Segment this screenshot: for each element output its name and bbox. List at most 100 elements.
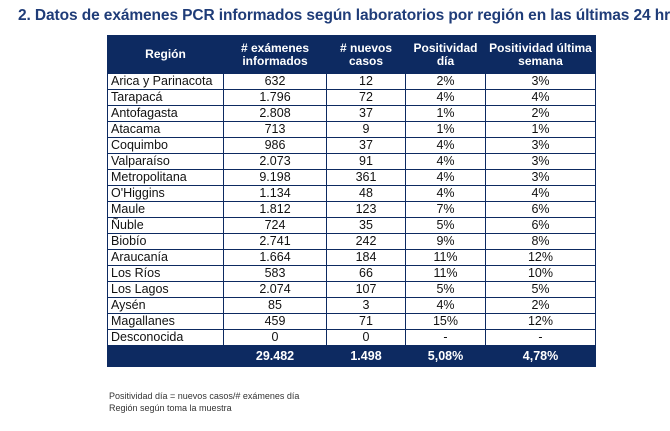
- region-cell: O'Higgins: [107, 185, 224, 202]
- column-header: Positividad día: [405, 35, 486, 74]
- value-cell: 5%: [405, 281, 486, 298]
- value-cell: 632: [223, 73, 327, 90]
- table-row: Atacama 713 9 1% 1%: [107, 121, 596, 138]
- note-region: Región según toma la muestra: [109, 403, 232, 413]
- table-row: Metropolitana 9.198 361 4% 3%: [107, 169, 596, 186]
- value-cell: 37: [326, 137, 406, 154]
- value-cell: 1.812: [223, 201, 327, 218]
- value-cell: 107: [326, 281, 406, 298]
- table-row: Aysén 85 3 4% 2%: [107, 297, 596, 314]
- value-cell: 986: [223, 137, 327, 154]
- value-cell: 4%: [405, 137, 486, 154]
- value-cell: 4%: [405, 297, 486, 314]
- value-cell: 123: [326, 201, 406, 218]
- section-title: 2. Datos de exámenes PCR informados segú…: [18, 7, 670, 24]
- value-cell: 184: [326, 249, 406, 266]
- total-cell: 29.482: [223, 345, 327, 367]
- value-cell: 3%: [485, 153, 596, 170]
- value-cell: 4%: [405, 153, 486, 170]
- value-cell: 9%: [405, 233, 486, 250]
- total-cell: 1.498: [326, 345, 406, 367]
- table-row: Magallanes 459 71 15% 12%: [107, 313, 596, 330]
- value-cell: 713: [223, 121, 327, 138]
- value-cell: 583: [223, 265, 327, 282]
- value-cell: 1.796: [223, 89, 327, 106]
- table-row: Araucanía 1.664 184 11% 12%: [107, 249, 596, 266]
- region-cell: Valparaíso: [107, 153, 224, 170]
- region-cell: Los Ríos: [107, 265, 224, 282]
- value-cell: 361: [326, 169, 406, 186]
- value-cell: 10%: [485, 265, 596, 282]
- value-cell: 1.134: [223, 185, 327, 202]
- column-header: Región: [107, 35, 224, 74]
- value-cell: 4%: [485, 185, 596, 202]
- value-cell: 3%: [485, 169, 596, 186]
- table-row: Biobío 2.741 242 9% 8%: [107, 233, 596, 250]
- region-cell: Maule: [107, 201, 224, 218]
- region-cell: Antofagasta: [107, 105, 224, 122]
- value-cell: 4%: [405, 89, 486, 106]
- region-cell: Arica y Parinacota: [107, 73, 224, 90]
- region-cell: Aysén: [107, 297, 224, 314]
- value-cell: 1%: [405, 105, 486, 122]
- table-row: Tarapacá 1.796 72 4% 4%: [107, 89, 596, 106]
- table-row: O'Higgins 1.134 48 4% 4%: [107, 185, 596, 202]
- value-cell: 2%: [485, 297, 596, 314]
- value-cell: 6%: [485, 217, 596, 234]
- value-cell: 5%: [405, 217, 486, 234]
- value-cell: 459: [223, 313, 327, 330]
- value-cell: 8%: [485, 233, 596, 250]
- value-cell: 2.741: [223, 233, 327, 250]
- total-cell: [107, 345, 224, 367]
- region-cell: Coquimbo: [107, 137, 224, 154]
- value-cell: 6%: [485, 201, 596, 218]
- value-cell: 2.808: [223, 105, 327, 122]
- table-row: Antofagasta 2.808 37 1% 2%: [107, 105, 596, 122]
- table-row: Valparaíso 2.073 91 4% 3%: [107, 153, 596, 170]
- pcr-table: Región # exámenes informados # nuevos caso…: [107, 35, 596, 367]
- region-cell: Biobío: [107, 233, 224, 250]
- value-cell: 1%: [485, 121, 596, 138]
- value-cell: 9: [326, 121, 406, 138]
- value-cell: 9.198: [223, 169, 327, 186]
- value-cell: 2%: [405, 73, 486, 90]
- value-cell: 1.664: [223, 249, 327, 266]
- table-row: Los Ríos 583 66 11% 10%: [107, 265, 596, 282]
- table-row: Coquimbo 986 37 4% 3%: [107, 137, 596, 154]
- value-cell: 35: [326, 217, 406, 234]
- value-cell: 0: [223, 329, 327, 346]
- value-cell: 66: [326, 265, 406, 282]
- region-cell: Atacama: [107, 121, 224, 138]
- value-cell: 4%: [405, 169, 486, 186]
- value-cell: 37: [326, 105, 406, 122]
- value-cell: 724: [223, 217, 327, 234]
- column-header: # exámenes informados: [223, 35, 327, 74]
- total-cell: 5,08%: [405, 345, 486, 367]
- region-cell: Magallanes: [107, 313, 224, 330]
- totals-row: 29.482 1.498 5,08% 4,78%: [107, 345, 596, 367]
- value-cell: 4%: [405, 185, 486, 202]
- value-cell: 12%: [485, 313, 596, 330]
- value-cell: -: [485, 329, 596, 346]
- header-row: Región # exámenes informados # nuevos caso…: [107, 35, 596, 74]
- column-header: # nuevos casos: [326, 35, 406, 74]
- value-cell: 3%: [485, 73, 596, 90]
- value-cell: 3: [326, 297, 406, 314]
- table-row: Los Lagos 2.074 107 5% 5%: [107, 281, 596, 298]
- note-positividad: Positividad día = nuevos casos/# exámene…: [109, 391, 300, 401]
- value-cell: 3%: [485, 137, 596, 154]
- table-row: Desconocida 0 0- -: [107, 329, 596, 346]
- region-cell: Ñuble: [107, 217, 224, 234]
- value-cell: 2.073: [223, 153, 327, 170]
- value-cell: 4%: [485, 89, 596, 106]
- table-row: Maule 1.812 123 7% 6%: [107, 201, 596, 218]
- value-cell: 1%: [405, 121, 486, 138]
- value-cell: 91: [326, 153, 406, 170]
- total-cell: 4,78%: [485, 345, 596, 367]
- value-cell: 2%: [485, 105, 596, 122]
- value-cell: 12%: [485, 249, 596, 266]
- value-cell: 72: [326, 89, 406, 106]
- region-cell: Desconocida: [107, 329, 224, 346]
- value-cell: -: [405, 329, 486, 346]
- region-cell: Araucanía: [107, 249, 224, 266]
